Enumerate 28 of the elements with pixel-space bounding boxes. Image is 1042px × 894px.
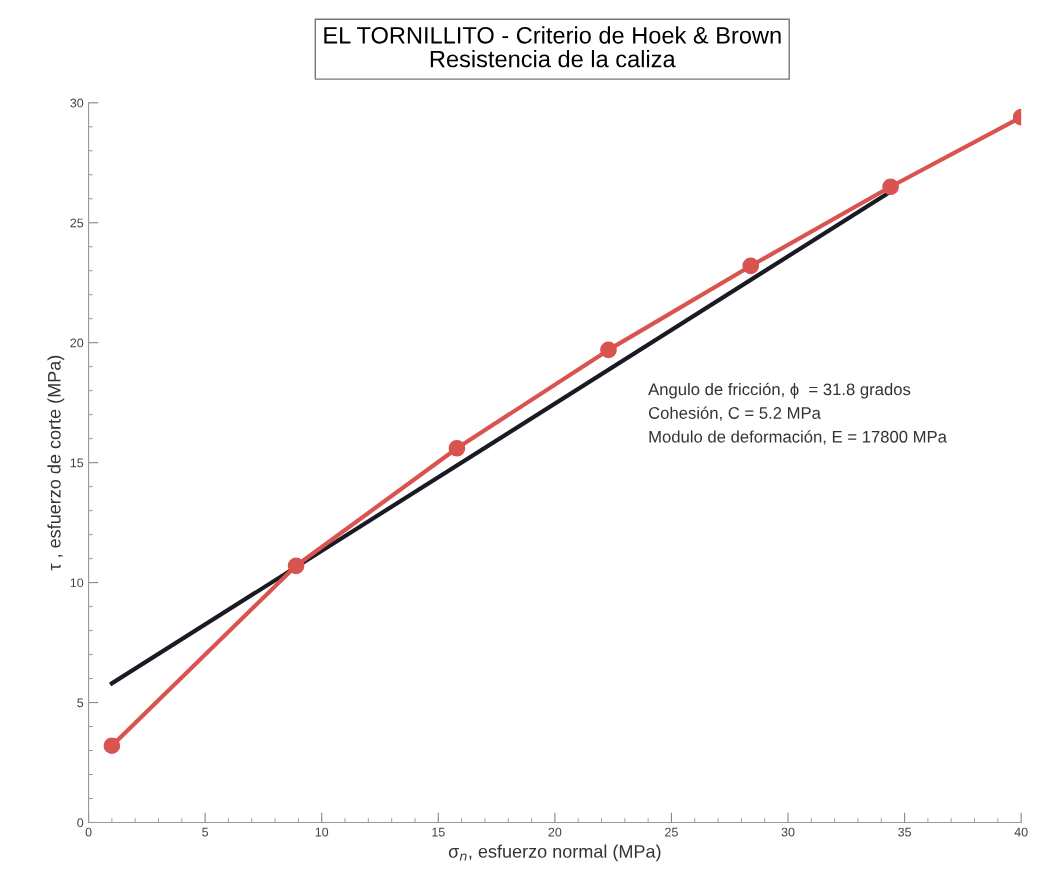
point [448,439,466,457]
x-tick-label: 30 [781,827,795,837]
point [882,178,899,196]
point [103,737,121,755]
x-tick-label: 40 [1014,827,1028,837]
y-axis-title: τ , esfuerzo de corte (MPa) [47,355,65,571]
point [287,557,305,575]
point [600,341,617,359]
y-tick-label: 20 [70,338,84,348]
x-tick-label: 20 [548,827,562,837]
chart-title: EL TORNILLITO - Criterio de Hoek & Brown Resistencia de la caliza [324,26,781,68]
annotation: Modulo de deformación, E = 17800 MPa [649,430,947,445]
x-tick-label: 5 [202,827,209,837]
point [742,257,760,275]
x-axis-title: σ$_{n}$, esfuerzo normal (MPa) [448,844,661,862]
y-tick-label: 30 [70,98,84,108]
x-tick-label: 25 [665,827,678,837]
x-tick-label: 35 [898,827,912,837]
x-tick-label: 15 [432,827,445,837]
y-tick-label: 25 [70,218,84,228]
x-tick-label: 10 [315,827,329,837]
y-tick-label: 0 [77,818,84,828]
y-tick-label: 5 [77,698,84,708]
y-tick-label: 15 [70,458,84,468]
x-tick-label: 0 [85,827,92,837]
annotation: Cohesión, C = 5.2 MPa [648,406,821,421]
annotation: Angulo de fricción, ϕ = 31.8 grados [648,382,911,399]
y-tick-label: 10 [70,578,84,588]
